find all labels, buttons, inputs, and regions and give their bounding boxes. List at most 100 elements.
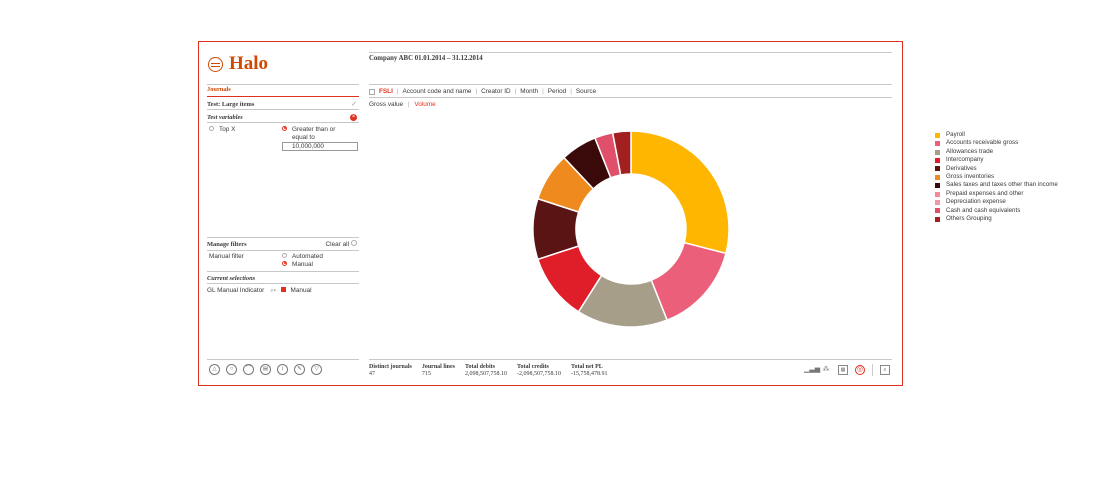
sidebar: Halo Journals Test: Large items ✓ Test v… — [199, 42, 359, 385]
view-toolbar: ▁▃▅ ⁂ ▦ ◎ ≡ — [804, 364, 890, 376]
divider — [369, 84, 892, 85]
total-debits: Total debits 2,098,507,758.10 — [465, 364, 507, 378]
total-distinct-journals: Distinct journals 47 — [369, 364, 412, 378]
app-frame: Halo Journals Test: Large items ✓ Test v… — [198, 41, 1058, 386]
legend-swatch — [935, 132, 940, 138]
total-value: 715 — [421, 371, 431, 377]
legend-item[interactable]: Cash and cash equivalents — [935, 207, 1058, 215]
total-journal-lines: Journal lines 715 — [422, 364, 455, 378]
radio-automated[interactable]: Automated — [282, 252, 323, 261]
check-icon[interactable]: ✓ — [351, 100, 357, 108]
legend-swatch — [935, 199, 940, 205]
legend-item[interactable]: Sales taxes and taxes other than income — [935, 181, 1058, 189]
tab-separator: | — [407, 101, 410, 108]
main-panel: Company ABC 01.01.2014 – 31.12.2014 FSLI… — [369, 42, 1058, 385]
halo-logo-icon — [208, 56, 223, 72]
filter-icon[interactable]: ⌕▾ — [270, 288, 276, 294]
donut-chart — [532, 130, 730, 328]
legend-item[interactable]: Others Grouping — [935, 215, 1058, 223]
manage-filters-label: Manage filters — [207, 241, 247, 248]
table-icon[interactable]: ▦ — [838, 365, 848, 375]
bottom-toolbar: △ ○ ⌒ ▤ i ✎ ▽ — [209, 364, 322, 375]
app-name: Halo — [229, 53, 269, 74]
radio-selected-icon — [282, 125, 287, 131]
divider — [207, 250, 359, 251]
total-label: Total net PL — [571, 364, 603, 370]
tab-account-code[interactable]: Account code and name — [402, 88, 472, 95]
legend-item[interactable]: Prepaid expenses and other — [935, 190, 1058, 198]
total-value: -15,758,478.91 — [571, 371, 608, 377]
edit-icon[interactable]: ✎ — [294, 364, 305, 375]
legend-swatch — [935, 157, 940, 163]
edit-icon[interactable] — [369, 88, 375, 95]
clear-all-button[interactable]: Clear all — [325, 240, 357, 248]
tab-source[interactable]: Source — [575, 88, 597, 95]
donut-slice[interactable] — [611, 130, 632, 176]
radio-icon — [282, 252, 287, 258]
tab-separator: | — [514, 88, 517, 95]
test-name[interactable]: Test: Large items ✓ — [207, 100, 359, 108]
total-label: Distinct journals — [369, 364, 412, 370]
legend-label: Depreciation expense — [946, 198, 1006, 206]
legend-label: Accounts receivable gross — [946, 139, 1019, 147]
totals-bar: Distinct journals 47 Journal lines 715 Tot… — [369, 364, 618, 378]
home-icon[interactable]: △ — [209, 364, 220, 375]
donut-slice[interactable] — [630, 130, 730, 255]
document-icon[interactable]: ▤ — [260, 364, 271, 375]
chart-icon[interactable]: ⌒ — [243, 364, 254, 375]
tab-gross-value[interactable]: Gross value — [369, 101, 404, 108]
total-label: Total debits — [465, 364, 495, 370]
close-icon[interactable]: × — [350, 114, 357, 121]
legend-label: Gross inventories — [946, 173, 995, 181]
radio-manual[interactable]: Manual — [282, 260, 313, 269]
divider — [207, 271, 359, 272]
radio-top-x[interactable]: Top X — [209, 125, 236, 134]
tab-period[interactable]: Period — [547, 88, 567, 95]
radio-greater-than[interactable]: Greater than or equal to — [282, 125, 336, 142]
clear-icon — [351, 240, 357, 247]
donut-chart-icon[interactable]: ◎ — [855, 365, 865, 375]
manual-filter-label: Manual filter — [209, 253, 244, 260]
total-label: Total credits — [517, 364, 549, 370]
selection-row[interactable]: GL Manual Indicator ⌕▾ Manual — [207, 286, 359, 295]
legend-item[interactable]: Depreciation expense — [935, 198, 1058, 206]
search-icon[interactable]: ○ — [226, 364, 237, 375]
total-value: -2,098,507,758.10 — [517, 371, 562, 377]
threshold-input[interactable]: 10,000,000 — [282, 142, 358, 151]
tab-separator: | — [396, 88, 399, 95]
legend-label: Prepaid expenses and other — [946, 189, 1024, 197]
legend-item[interactable]: Intercompany — [935, 156, 1058, 164]
legend-item[interactable]: Gross inventories — [935, 173, 1058, 181]
selection-name: GL Manual Indicator — [207, 287, 265, 294]
legend-item[interactable]: Payroll — [935, 131, 1058, 139]
divider — [369, 97, 892, 98]
legend-label: Payroll — [946, 131, 965, 138]
divider — [369, 359, 892, 360]
info-icon[interactable]: i — [277, 364, 288, 375]
legend-item[interactable]: Accounts receivable gross — [935, 139, 1058, 147]
tab-creator-id[interactable]: Creator ID — [481, 88, 511, 95]
dimension-tabs: FSLI | Account code and name | Creator I… — [369, 88, 596, 95]
divider — [207, 359, 359, 360]
tab-journals[interactable]: Journals — [207, 86, 231, 93]
legend-item[interactable]: Derivatives — [935, 165, 1058, 173]
divider — [207, 84, 359, 85]
divider — [369, 52, 892, 53]
legend-item[interactable]: Allowances trade — [935, 148, 1058, 156]
clear-all-label: Clear all — [325, 241, 349, 248]
bar-chart-icon[interactable]: ▁▃▅ — [804, 366, 821, 373]
legend-swatch — [935, 216, 940, 222]
gte-label-line1: Greater than or — [292, 126, 336, 133]
test-variables-label: Test variables — [207, 114, 243, 121]
list-icon[interactable]: ≡ — [880, 365, 890, 375]
tab-month[interactable]: Month — [520, 88, 539, 95]
chevron-down-icon[interactable]: ▽ — [311, 364, 322, 375]
tab-fsli[interactable]: FSLI — [379, 88, 393, 95]
automated-label: Automated — [292, 253, 323, 260]
tab-separator: | — [475, 88, 478, 95]
total-credits: Total credits -2,098,507,758.10 — [517, 364, 561, 378]
network-icon[interactable]: ⁂ — [822, 366, 830, 373]
tab-volume[interactable]: Volume — [414, 101, 436, 108]
top-x-label: Top X — [219, 126, 236, 133]
legend-swatch — [935, 149, 940, 155]
